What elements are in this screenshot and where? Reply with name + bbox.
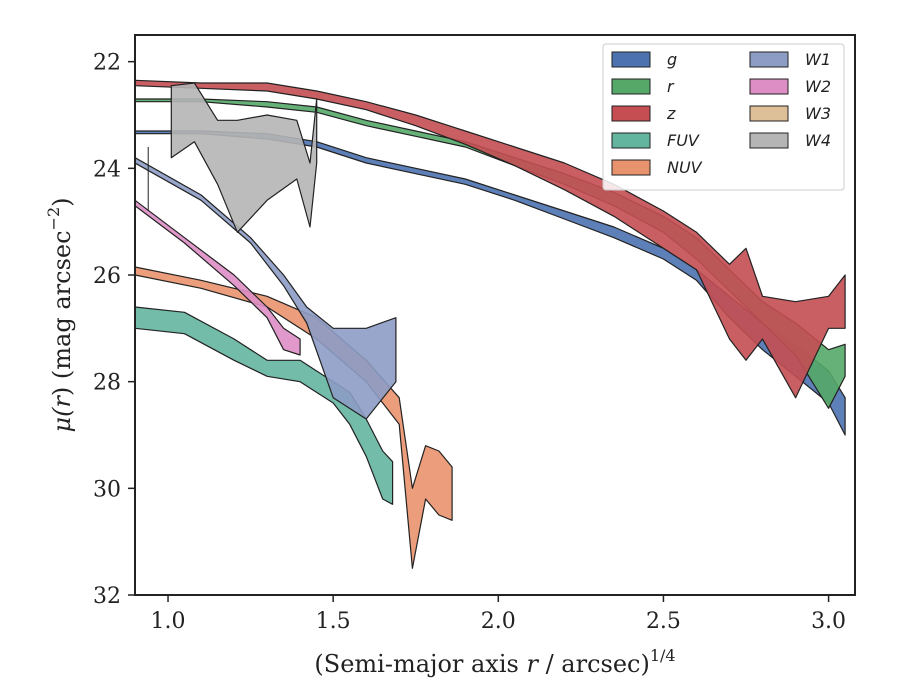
- x-axis-label: (Semi-major axis r / arcsec)1/4: [314, 646, 675, 678]
- series-band-w4: [170, 82, 318, 233]
- legend-label-w4: W4: [805, 131, 831, 150]
- x-tick-label: 1.0: [151, 609, 186, 634]
- legend-swatch-g: [611, 51, 651, 68]
- plot-frame: [134, 34, 856, 596]
- series-band-w1: [135, 157, 397, 420]
- legend-swatch-nuv: [611, 159, 651, 176]
- legend-label-w3: W3: [805, 104, 831, 123]
- x-tick-label: 3.0: [811, 609, 846, 634]
- legend: grz FUV NUV W1 W2 W3 W4: [602, 43, 845, 191]
- series-band-w2: [135, 199, 301, 356]
- y-axis-label: μ(r) (mag arcsec−2): [44, 197, 76, 432]
- series-layer: [135, 79, 846, 569]
- legend-label-w2: W2: [805, 77, 831, 96]
- legend-swatch-r: [611, 78, 651, 95]
- y-axis: 22 24 26 28 30 32: [93, 51, 135, 609]
- legend-label-nuv: NUV: [667, 158, 703, 177]
- x-tick-label: 1.5: [316, 609, 351, 634]
- legend-swatch-fuv: [611, 132, 651, 149]
- y-tick-label: 30: [93, 477, 121, 502]
- y-tick-label: 26: [93, 264, 121, 289]
- legend-label-g: g: [667, 50, 677, 69]
- legend-swatch-w1: [749, 51, 789, 68]
- y-tick-label: 22: [93, 51, 121, 76]
- legend-label-z: z: [666, 104, 676, 123]
- series-band-z: [135, 79, 846, 399]
- y-tick-label: 32: [93, 584, 121, 609]
- x-tick-label: 2.0: [481, 609, 516, 634]
- legend-swatch-w2: [749, 78, 789, 95]
- series-band-fuv: [135, 306, 394, 505]
- legend-swatch-w3: [749, 105, 789, 122]
- x-axis: 1.0 1.5 2.0 2.5 3.0: [151, 595, 846, 634]
- y-tick-label: 24: [93, 157, 121, 182]
- y-tick-label: 28: [93, 371, 121, 396]
- legend-label-w1: W1: [805, 50, 831, 69]
- legend-swatch-z: [611, 105, 651, 122]
- legend-swatch-w4: [749, 132, 789, 149]
- x-tick-label: 2.5: [646, 609, 681, 634]
- legend-label-fuv: FUV: [667, 131, 700, 150]
- legend-label-r: r: [667, 77, 675, 96]
